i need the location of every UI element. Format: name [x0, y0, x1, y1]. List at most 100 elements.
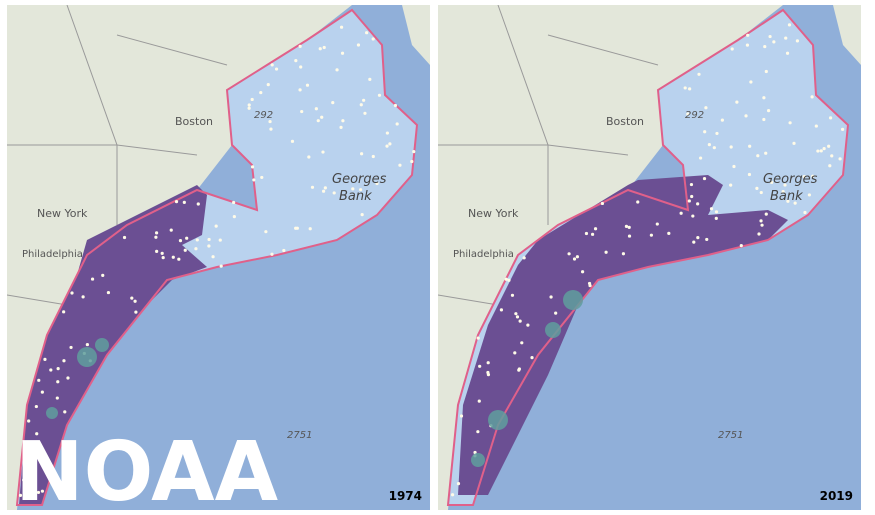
survey-dot — [322, 45, 326, 50]
survey-dot — [359, 103, 363, 107]
land — [833, 5, 861, 65]
survey-dot — [814, 124, 818, 128]
survey-dot — [247, 106, 251, 110]
survey-dot — [811, 174, 815, 178]
year-label: 2019 — [820, 489, 853, 503]
survey-dot — [816, 149, 820, 153]
survey-dot — [232, 215, 236, 219]
survey-dot — [687, 199, 691, 203]
survey-dot — [785, 51, 790, 55]
survey-dot — [171, 255, 175, 259]
border-line — [116, 34, 228, 66]
survey-dot — [621, 252, 626, 256]
survey-dot — [477, 399, 481, 403]
survey-dot — [766, 109, 771, 113]
survey-dot — [802, 175, 806, 179]
survey-dot — [768, 34, 772, 39]
survey-dot — [600, 201, 605, 206]
survey-dot — [827, 144, 831, 148]
survey-dot — [486, 361, 490, 365]
survey-dot — [703, 130, 707, 134]
survey-dot — [49, 368, 53, 372]
survey-dot — [704, 106, 708, 110]
survey-dot — [714, 216, 718, 220]
land — [438, 5, 783, 510]
survey-dot — [781, 190, 785, 194]
survey-dot — [177, 257, 181, 261]
survey-dot — [393, 103, 398, 108]
survey-dot — [772, 40, 776, 44]
survey-dot — [450, 493, 455, 497]
survey-dot — [55, 396, 59, 400]
survey-dot — [182, 200, 186, 204]
border-line — [547, 34, 659, 66]
survey-dot — [178, 239, 183, 243]
survey-dot — [830, 154, 834, 158]
survey-dot — [410, 159, 414, 164]
survey-dot — [476, 430, 480, 434]
survey-dot — [218, 238, 222, 242]
survey-dot — [456, 482, 461, 486]
survey-dot — [584, 231, 589, 236]
survey-dot — [56, 380, 60, 384]
survey-dot — [36, 490, 41, 495]
survey-dot — [232, 200, 236, 205]
survey-dot — [756, 154, 760, 158]
survey-dot — [18, 493, 23, 497]
survey-dot — [730, 47, 734, 51]
survey-dot — [40, 390, 44, 394]
border-line — [438, 144, 629, 156]
survey-dot — [332, 191, 336, 195]
survey-dot — [486, 373, 491, 377]
survey-dot — [185, 236, 189, 240]
survey-dot — [762, 117, 766, 122]
survey-dot — [106, 290, 111, 295]
survey-dot — [295, 226, 299, 230]
survey-dot — [655, 222, 659, 226]
survey-dot — [667, 231, 671, 235]
place-label: Philadelphia — [453, 249, 514, 260]
survey-dot — [62, 359, 66, 363]
survey-dot — [636, 200, 640, 204]
place-label: 292 — [254, 110, 273, 121]
survey-dot — [28, 491, 32, 495]
survey-dot — [702, 176, 707, 181]
survey-dot — [714, 210, 719, 214]
survey-dot — [356, 43, 361, 47]
survey-dot — [264, 230, 268, 234]
survey-dot — [195, 238, 199, 242]
survey-dot — [300, 109, 304, 114]
survey-dot — [819, 149, 823, 153]
survey-dot — [763, 44, 767, 49]
survey-dot — [339, 125, 343, 129]
place-label: Georges — [332, 172, 387, 187]
survey-dot — [62, 310, 66, 314]
survey-dot — [155, 249, 159, 253]
survey-dot — [522, 256, 526, 260]
survey-dot — [270, 63, 274, 67]
survey-dot — [298, 44, 302, 48]
survey-dot — [755, 186, 759, 190]
survey-dot — [838, 157, 842, 161]
watermark: NOAA — [15, 425, 279, 510]
place-label: Bank — [339, 189, 372, 204]
survey-dot — [473, 450, 477, 455]
survey-dot — [549, 295, 553, 299]
shelf-boundary — [446, 8, 850, 506]
survey-dot — [250, 165, 255, 169]
survey-dot — [196, 202, 200, 206]
survey-dot — [679, 211, 683, 215]
survey-dot — [362, 98, 366, 102]
catch-dot — [46, 407, 58, 419]
year-label: 1974 — [389, 489, 422, 503]
catch-dot — [77, 347, 97, 367]
survey-dot — [515, 315, 520, 319]
survey-dot — [689, 182, 694, 187]
survey-dot — [395, 122, 399, 126]
survey-dot — [810, 95, 814, 99]
survey-dot — [27, 443, 31, 447]
survey-dot — [518, 319, 522, 323]
survey-dot — [649, 233, 653, 237]
survey-dot — [828, 164, 832, 168]
